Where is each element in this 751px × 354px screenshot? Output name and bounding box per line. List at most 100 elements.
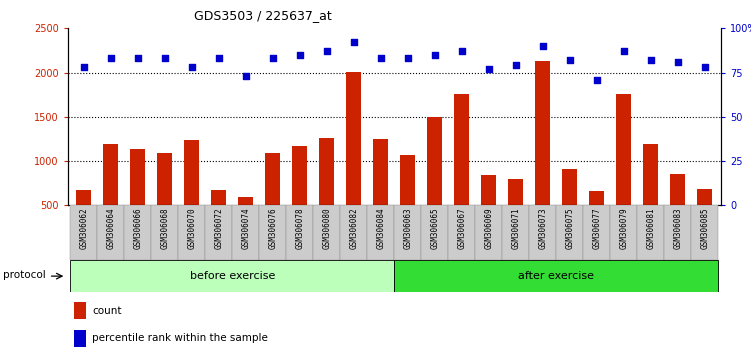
Point — [375, 56, 387, 61]
Bar — [367, 205, 394, 260]
Bar — [394, 205, 421, 260]
Text: GDS3503 / 225637_at: GDS3503 / 225637_at — [194, 9, 332, 22]
Bar — [698, 189, 712, 250]
Bar — [638, 205, 665, 260]
Point — [294, 52, 306, 58]
Bar — [400, 155, 415, 250]
Bar — [454, 94, 469, 250]
Bar — [238, 198, 253, 250]
Bar — [421, 205, 448, 260]
Text: GSM306078: GSM306078 — [295, 207, 304, 249]
Bar — [508, 179, 523, 250]
Text: GSM306065: GSM306065 — [430, 207, 439, 249]
Bar — [481, 175, 496, 250]
Text: GSM306071: GSM306071 — [511, 207, 520, 249]
Bar — [292, 147, 307, 250]
Point — [537, 43, 549, 49]
Bar — [394, 260, 718, 292]
Bar — [74, 302, 86, 319]
Bar — [373, 138, 388, 250]
Bar — [71, 205, 98, 260]
Bar — [448, 205, 475, 260]
Text: GSM306069: GSM306069 — [484, 207, 493, 249]
Text: GSM306074: GSM306074 — [241, 207, 250, 249]
Bar — [319, 138, 334, 250]
Point — [158, 56, 170, 61]
Text: GSM306077: GSM306077 — [593, 207, 602, 249]
Text: count: count — [92, 306, 122, 316]
Bar — [259, 205, 286, 260]
Bar — [475, 205, 502, 260]
Text: GSM306072: GSM306072 — [214, 207, 223, 249]
Point — [78, 64, 90, 70]
Text: GSM306083: GSM306083 — [673, 207, 682, 249]
Text: GSM306082: GSM306082 — [349, 207, 358, 249]
Bar — [286, 205, 313, 260]
Text: GSM306079: GSM306079 — [620, 207, 629, 249]
Bar — [74, 330, 86, 347]
Text: GSM306066: GSM306066 — [133, 207, 142, 249]
Bar — [590, 191, 605, 250]
Point — [321, 48, 333, 54]
Point — [348, 40, 360, 45]
Point — [213, 56, 225, 61]
Bar — [340, 205, 367, 260]
Bar — [124, 205, 151, 260]
Bar — [232, 205, 259, 260]
Bar — [671, 174, 685, 250]
Point — [671, 59, 683, 65]
Point — [456, 48, 468, 54]
Text: GSM306084: GSM306084 — [376, 207, 385, 249]
Bar — [265, 153, 280, 250]
Point — [267, 56, 279, 61]
Text: GSM306063: GSM306063 — [403, 207, 412, 249]
Bar — [529, 205, 556, 260]
Point — [105, 56, 117, 61]
Text: percentile rank within the sample: percentile rank within the sample — [92, 333, 268, 343]
Bar — [313, 205, 340, 260]
Bar — [617, 94, 631, 250]
Point — [240, 73, 252, 79]
Text: GSM306068: GSM306068 — [160, 207, 169, 249]
Bar — [562, 169, 578, 250]
Bar — [346, 72, 361, 250]
Point — [618, 48, 630, 54]
Text: GSM306075: GSM306075 — [566, 207, 575, 249]
Text: GSM306067: GSM306067 — [457, 207, 466, 249]
Bar — [77, 190, 91, 250]
Text: GSM306070: GSM306070 — [187, 207, 196, 249]
Text: after exercise: after exercise — [518, 271, 594, 281]
Bar — [151, 205, 178, 260]
Point — [564, 57, 576, 63]
Text: GSM306064: GSM306064 — [107, 207, 116, 249]
Text: GSM306080: GSM306080 — [322, 207, 331, 249]
Bar — [98, 205, 124, 260]
Point — [185, 64, 198, 70]
Point — [429, 52, 441, 58]
Bar — [205, 205, 232, 260]
Bar — [211, 190, 226, 250]
Point — [591, 77, 603, 82]
Bar — [184, 140, 199, 250]
Bar — [502, 205, 529, 260]
Bar — [611, 205, 638, 260]
Point — [402, 56, 414, 61]
Text: GSM306062: GSM306062 — [80, 207, 89, 249]
Text: GSM306076: GSM306076 — [268, 207, 277, 249]
Bar — [584, 205, 611, 260]
Bar — [427, 117, 442, 250]
Point — [510, 63, 522, 68]
Text: GSM306073: GSM306073 — [538, 207, 547, 249]
Point — [645, 57, 657, 63]
Bar — [665, 205, 691, 260]
Bar — [131, 149, 145, 250]
Bar — [158, 153, 172, 250]
Bar — [104, 144, 118, 250]
Text: GSM306085: GSM306085 — [700, 207, 709, 249]
Point — [483, 66, 495, 72]
Bar — [535, 61, 550, 250]
Text: GSM306081: GSM306081 — [647, 207, 656, 249]
Point — [131, 56, 143, 61]
Bar — [556, 205, 584, 260]
Bar — [71, 260, 394, 292]
